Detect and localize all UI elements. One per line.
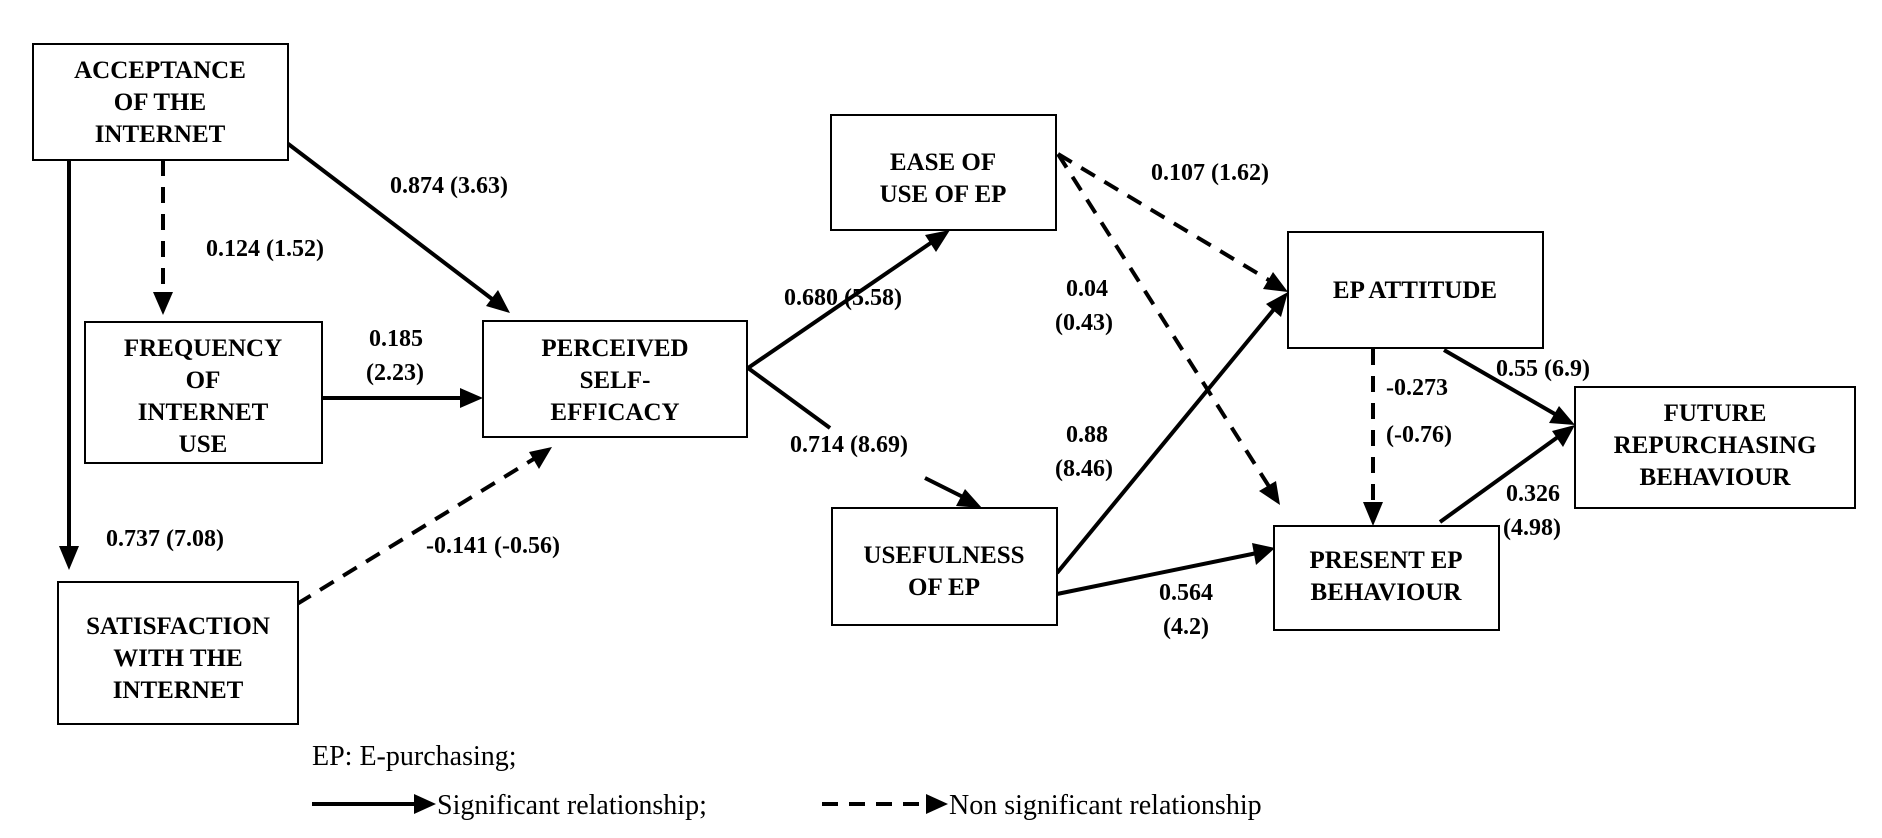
edge-label-ease-present-2: (0.43) bbox=[1055, 310, 1113, 336]
node-frequency-line-2: OF bbox=[186, 367, 221, 394]
legend-non-significant: Non significant relationship bbox=[949, 790, 1262, 821]
arrowhead-useful-present bbox=[1252, 543, 1275, 565]
edge-label-satisfaction-self-efficacy: -0.141 (-0.56) bbox=[426, 533, 560, 559]
nodes: ACCEPTANCE OF THE INTERNET FREQUENCY OF … bbox=[32, 43, 1856, 725]
edge-satisfaction-self-efficacy bbox=[295, 455, 539, 606]
edge-label-attitude-present-2: (-0.76) bbox=[1386, 422, 1452, 448]
edge-label-useful-attitude-1: 0.88 bbox=[1066, 422, 1108, 448]
edge-useful-attitude bbox=[1055, 306, 1277, 575]
edge-self-efficacy-useful-b bbox=[924, 476, 966, 500]
legend-dashed-arrowhead bbox=[926, 794, 948, 814]
arrowhead-acceptance-frequency bbox=[153, 292, 173, 315]
node-acceptance-line-3: INTERNET bbox=[95, 121, 226, 148]
edge-label-attitude-present-1: -0.273 bbox=[1386, 375, 1448, 401]
arrowhead-frequency-self-efficacy bbox=[460, 388, 483, 408]
node-usefulness-line-2: OF EP bbox=[908, 574, 980, 601]
edge-present-future bbox=[1438, 432, 1564, 524]
edge-label-self-efficacy-useful: 0.714 (8.69) bbox=[790, 432, 908, 458]
arrowhead-attitude-future bbox=[1549, 406, 1575, 425]
node-ease-of-use: EASE OF USE OF EP bbox=[830, 114, 1057, 231]
node-ease-line-1: EASE OF bbox=[890, 149, 996, 176]
edge-ease-present bbox=[1056, 152, 1272, 490]
edge-label-useful-present-1: 0.564 bbox=[1159, 580, 1213, 606]
arrowhead-acceptance-satisfaction bbox=[59, 546, 79, 570]
node-usefulness-line-1: USEFULNESS bbox=[863, 542, 1024, 569]
arrowhead-self-efficacy-ease bbox=[925, 230, 950, 252]
edge-label-frequency-self-efficacy-2: (2.23) bbox=[366, 360, 424, 386]
node-acceptance-line-1: ACCEPTANCE bbox=[74, 57, 246, 84]
node-frequency-line-3: INTERNET bbox=[138, 399, 269, 426]
node-present-line-1: PRESENT EP bbox=[1309, 547, 1462, 574]
node-future-line-2: REPURCHASING bbox=[1614, 432, 1817, 459]
edge-useful-present bbox=[1056, 551, 1258, 596]
node-usefulness: USEFULNESS OF EP bbox=[831, 507, 1058, 626]
arrowhead-useful-attitude bbox=[1266, 292, 1288, 317]
node-self-efficacy-line-2: SELF- bbox=[580, 367, 651, 394]
legend: EP: E-purchasing; Significant relationsh… bbox=[312, 741, 1262, 821]
node-attitude-line-1: EP ATTITUDE bbox=[1333, 277, 1497, 304]
node-satisfaction: SATISFACTION WITH THE INTERNET bbox=[57, 581, 299, 725]
edge-label-frequency-self-efficacy-1: 0.185 bbox=[369, 326, 423, 352]
edge-acceptance-self-efficacy bbox=[285, 141, 498, 304]
node-frequency-line-4: USE bbox=[179, 431, 228, 458]
edge-label-present-future-1: 0.326 bbox=[1506, 481, 1560, 507]
arrowhead-present-future bbox=[1552, 425, 1575, 447]
edge-ease-attitude bbox=[1056, 152, 1274, 284]
node-future-line-1: FUTURE bbox=[1664, 400, 1767, 427]
edge-attitude-future bbox=[1442, 348, 1562, 419]
edge-label-self-efficacy-ease: 0.680 (5.58) bbox=[784, 285, 902, 311]
edge-label-attitude-future: 0.55 (6.9) bbox=[1496, 356, 1590, 382]
node-self-efficacy-line-1: PERCEIVED bbox=[541, 335, 688, 362]
node-future-line-3: BEHAVIOUR bbox=[1640, 464, 1792, 491]
node-frequency-line-1: FREQUENCY bbox=[124, 335, 282, 362]
edge-label-ease-present-1: 0.04 bbox=[1066, 276, 1108, 302]
arrowhead-satisfaction-self-efficacy bbox=[529, 447, 552, 469]
edge-label-present-future-2: (4.98) bbox=[1503, 515, 1561, 541]
edge-label-useful-present-2: (4.2) bbox=[1163, 614, 1209, 640]
node-satisfaction-line-1: SATISFACTION bbox=[86, 613, 270, 640]
node-self-efficacy-line-3: EFFICACY bbox=[550, 399, 679, 426]
edge-self-efficacy-useful-a bbox=[746, 366, 832, 430]
legend-abbreviation: EP: E-purchasing; bbox=[312, 741, 517, 772]
node-frequency: FREQUENCY OF INTERNET USE bbox=[84, 321, 323, 464]
arrowhead-acceptance-self-efficacy bbox=[486, 290, 510, 313]
legend-solid-arrowhead bbox=[414, 794, 436, 814]
edge-label-ease-attitude: 0.107 (1.62) bbox=[1151, 160, 1269, 186]
node-acceptance-line-2: OF THE bbox=[114, 89, 206, 116]
edges bbox=[59, 141, 1575, 606]
node-future-behaviour: FUTURE REPURCHASING BEHAVIOUR bbox=[1574, 386, 1856, 509]
edge-self-efficacy-ease bbox=[746, 238, 937, 370]
edge-label-useful-attitude-2: (8.46) bbox=[1055, 456, 1113, 482]
node-attitude: EP ATTITUDE bbox=[1287, 231, 1544, 349]
node-present-line-2: BEHAVIOUR bbox=[1311, 579, 1463, 606]
node-ease-line-2: USE OF EP bbox=[880, 181, 1007, 208]
node-acceptance: ACCEPTANCE OF THE INTERNET bbox=[32, 43, 289, 161]
node-satisfaction-line-2: WITH THE bbox=[113, 645, 242, 672]
edge-label-acceptance-frequency: 0.124 (1.52) bbox=[206, 236, 324, 262]
node-present-behaviour: PRESENT EP BEHAVIOUR bbox=[1273, 525, 1500, 631]
edge-labels: 0.124 (1.52) 0.874 (3.63) 0.737 (7.08) 0… bbox=[106, 160, 1590, 640]
legend-significant: Significant relationship; bbox=[437, 790, 707, 821]
edge-label-acceptance-satisfaction: 0.737 (7.08) bbox=[106, 526, 224, 552]
edge-label-acceptance-self-efficacy: 0.874 (3.63) bbox=[390, 173, 508, 199]
arrowhead-self-efficacy-useful bbox=[956, 489, 982, 508]
arrowhead-attitude-present bbox=[1363, 502, 1383, 526]
arrowhead-ease-present bbox=[1259, 481, 1280, 505]
node-self-efficacy: PERCEIVED SELF- EFFICACY bbox=[482, 320, 748, 438]
arrowhead-ease-attitude bbox=[1263, 272, 1288, 292]
node-satisfaction-line-3: INTERNET bbox=[113, 677, 244, 704]
